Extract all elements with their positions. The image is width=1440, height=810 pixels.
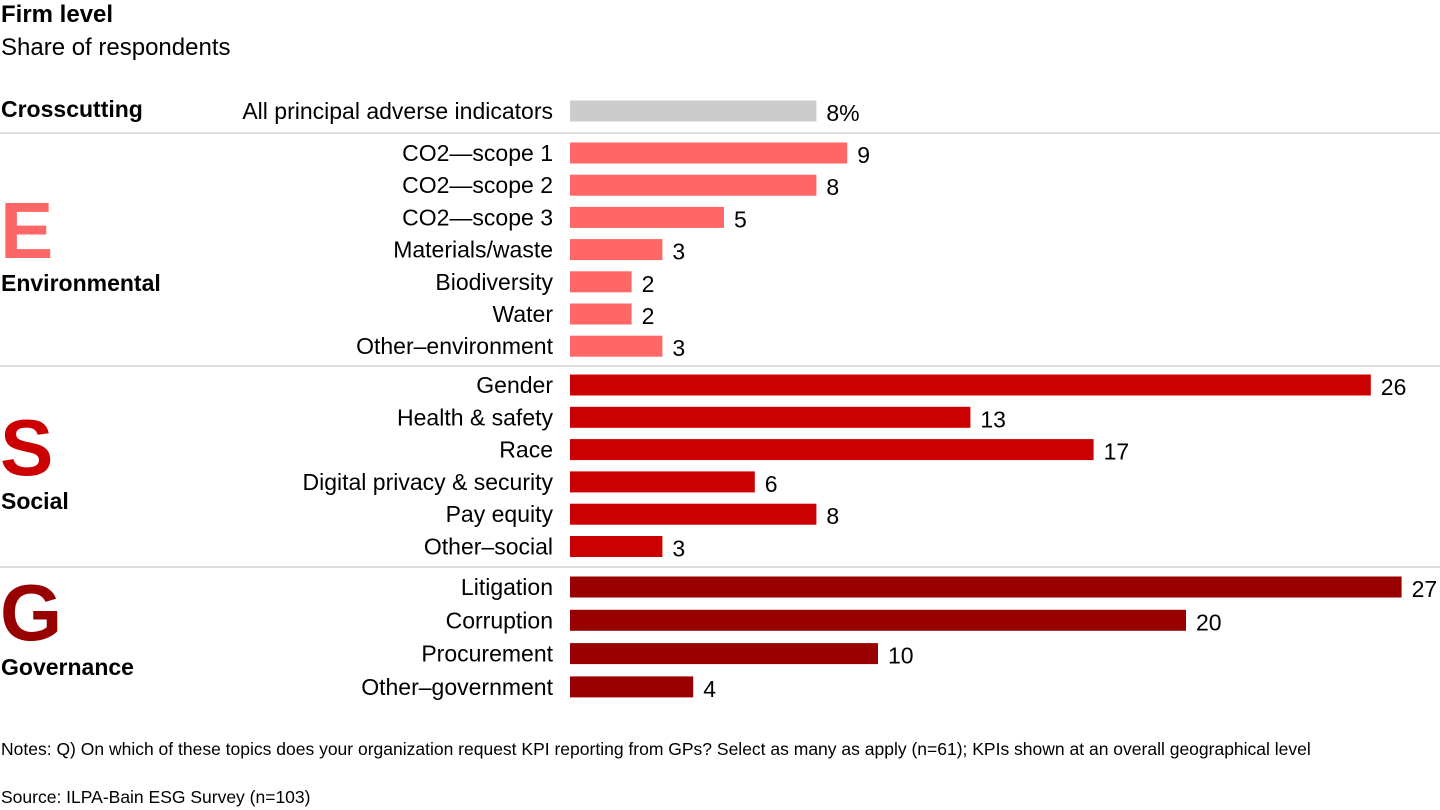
category-label: Digital privacy & security [302, 469, 553, 495]
category-label: CO2—scope 2 [402, 172, 553, 198]
data-label: 2 [642, 271, 655, 297]
category-label: Other–government [361, 674, 553, 700]
bar [570, 174, 817, 196]
data-label: 6 [765, 471, 778, 497]
category-label: Biodiversity [435, 269, 553, 295]
category-label: Other–environment [356, 333, 553, 359]
bar [570, 206, 724, 228]
bar [570, 374, 1371, 396]
bar [570, 576, 1402, 598]
data-label: 2 [642, 303, 655, 329]
data-label: 10 [888, 643, 914, 669]
data-label: 27 [1412, 576, 1438, 602]
bar [570, 271, 632, 293]
category-label: Pay equity [446, 501, 554, 527]
bar [570, 536, 663, 557]
data-label: 3 [672, 536, 685, 562]
group-name-crosscutting: Crosscutting [1, 96, 143, 122]
bar [570, 100, 817, 122]
category-label: Health & safety [397, 404, 553, 430]
group-letter-social: S [0, 403, 53, 492]
data-label: 4 [703, 676, 716, 702]
group-name-environmental: Environmental [1, 270, 161, 296]
data-label: 20 [1196, 609, 1222, 635]
category-label: Procurement [421, 641, 553, 667]
bar [570, 439, 1094, 461]
bar [570, 239, 663, 261]
chart-subtitle: Share of respondents [1, 34, 231, 61]
bar-chart: Crosscutting All principal adverse indica… [0, 96, 1440, 702]
chart-notes: Notes: Q) On which of these topics does … [1, 739, 1311, 759]
bar [570, 609, 1186, 631]
category-label: Litigation [461, 574, 553, 600]
data-label: 3 [672, 239, 685, 265]
category-label: Gender [476, 372, 553, 398]
bar [570, 503, 817, 525]
category-label: Other–social [424, 534, 553, 560]
category-label: Corruption [446, 607, 553, 633]
data-label: 8 [826, 174, 839, 200]
data-label: 8 [826, 503, 839, 529]
bar [570, 335, 663, 357]
group-letter-environmental: E [0, 186, 53, 275]
data-label: 26 [1381, 374, 1407, 400]
category-label: CO2—scope 3 [402, 204, 553, 230]
data-label: 9 [857, 142, 870, 168]
bar [570, 406, 971, 428]
data-label: 17 [1104, 439, 1130, 465]
data-label: 3 [672, 335, 685, 361]
category-label: All principal adverse indicators [242, 98, 553, 124]
bar [570, 676, 694, 698]
data-label: 13 [980, 406, 1006, 432]
data-label: 8% [826, 100, 859, 126]
group-name-governance: Governance [1, 654, 134, 680]
category-label: Water [493, 301, 554, 327]
bar [570, 471, 755, 493]
group-name-social: Social [1, 488, 69, 514]
category-label: Materials/waste [393, 237, 553, 263]
chart-source: Source: ILPA-Bain ESG Survey (n=103) [1, 787, 311, 807]
bar [570, 303, 632, 325]
category-label: Race [499, 437, 553, 463]
chart-title: Firm level [1, 1, 114, 28]
group-letter-governance: G [0, 568, 62, 657]
data-label: 5 [734, 206, 747, 232]
category-label: CO2—scope 1 [402, 140, 553, 166]
bar [570, 643, 878, 665]
bar [570, 142, 848, 164]
